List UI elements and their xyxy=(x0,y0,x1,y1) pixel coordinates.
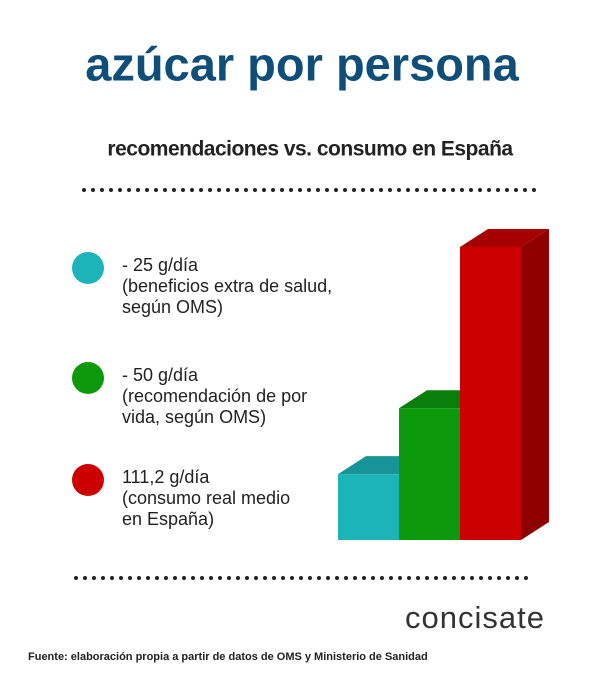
source-note: Fuente: elaboración propia a partir de d… xyxy=(28,651,428,663)
bar xyxy=(338,474,399,540)
legend-description: (beneficios extra de salud, xyxy=(122,276,332,296)
legend-value-label: 111,2 g/día xyxy=(122,467,210,487)
legend-description: vida, según OMS) xyxy=(122,407,266,427)
bar xyxy=(460,247,521,540)
legend-swatch xyxy=(72,362,104,394)
legend-value-label: - 25 g/día xyxy=(122,255,199,275)
chart-subtitle: recomendaciones vs. consumo en España xyxy=(107,138,513,161)
legend-swatch xyxy=(72,252,104,284)
legend-swatch xyxy=(72,464,104,496)
legend-description: (recomendación de por xyxy=(122,386,307,406)
legend-description: en España) xyxy=(122,509,214,529)
legend-description: según OMS) xyxy=(122,297,223,317)
chart-title: azúcar por persona xyxy=(85,37,519,90)
legend-description: (consumo real medio xyxy=(122,488,290,508)
legend-value-label: - 50 g/día xyxy=(122,365,199,385)
bar-side xyxy=(521,229,549,540)
brand-logo: concisate xyxy=(405,600,545,635)
bar-top xyxy=(460,229,549,247)
bar xyxy=(399,408,460,540)
